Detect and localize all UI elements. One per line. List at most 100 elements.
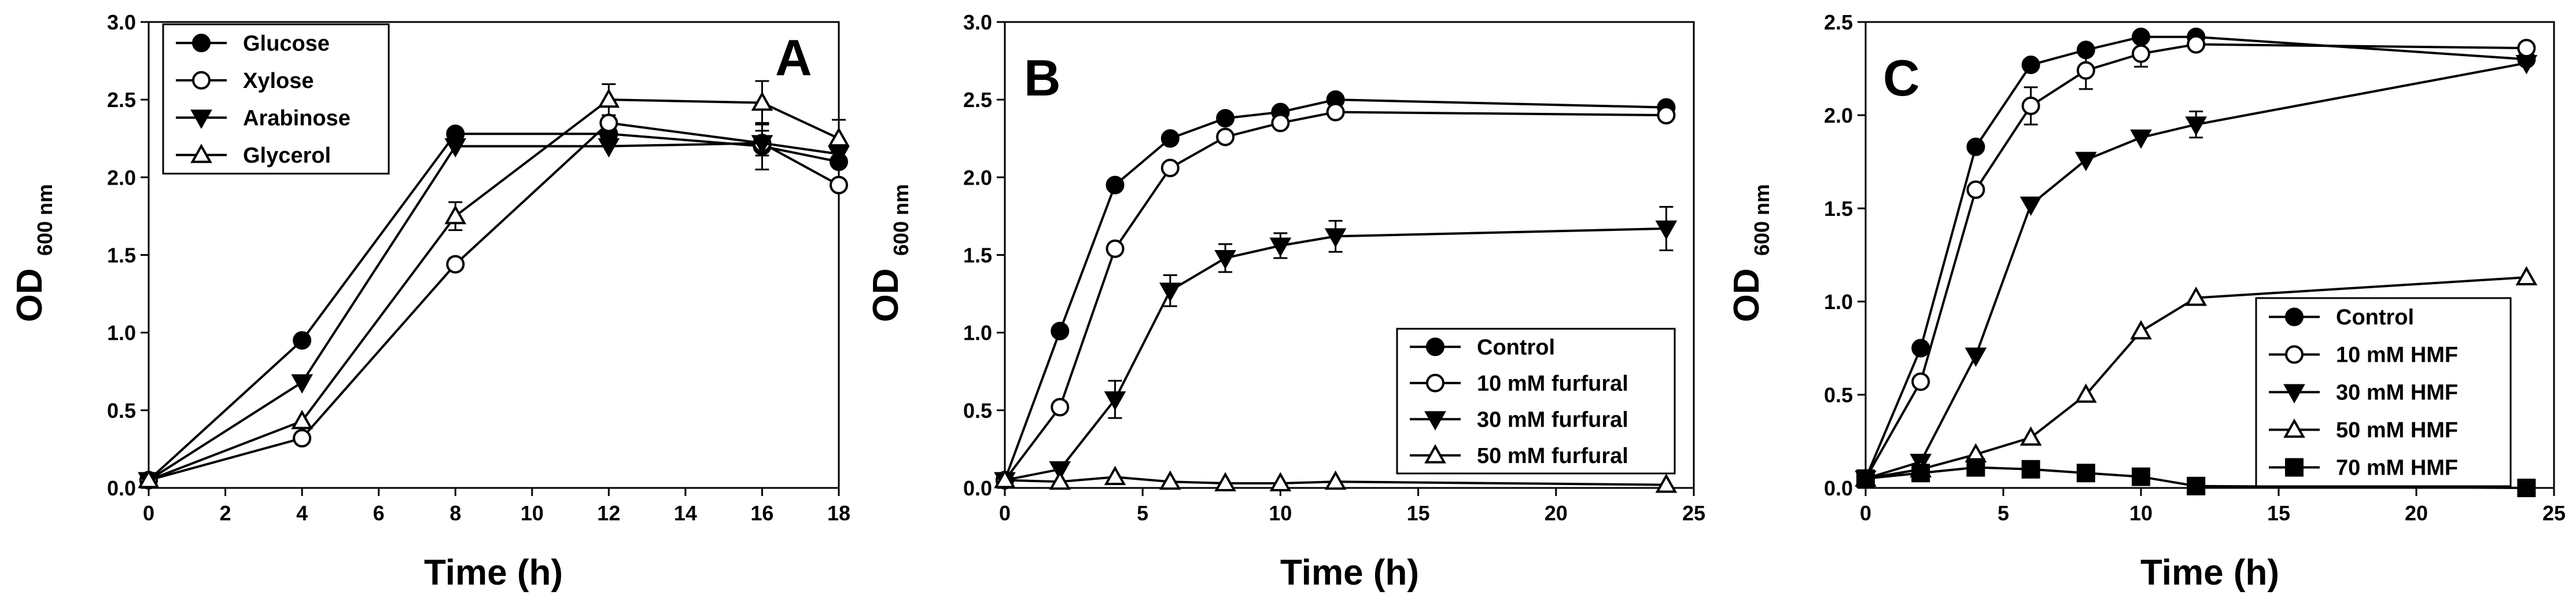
data-point xyxy=(1104,391,1126,411)
legend-marker xyxy=(192,34,211,53)
series-line xyxy=(148,122,839,482)
series-line xyxy=(1864,43,2527,479)
data-point xyxy=(751,91,773,111)
x-tick-label: 5 xyxy=(1998,501,2009,525)
y-axis-title: OD 600 nm xyxy=(866,184,913,322)
legend-marker xyxy=(1426,337,1444,357)
series-line xyxy=(148,98,839,482)
data-point xyxy=(1160,129,1180,148)
x-axis-title: Time (h) xyxy=(2140,553,2279,593)
y-tick-label: 2.5 xyxy=(107,88,136,112)
data-point xyxy=(1911,372,1930,391)
panel-a: 0 2 4 6 8 10 12 14 16 18 0.0 0.5 1.0 1.5 2.0 2.5 3.0 Time… xyxy=(10,10,850,593)
data-point xyxy=(1160,159,1180,178)
x-tick-label: 15 xyxy=(1407,501,1430,525)
series-line xyxy=(1004,98,1667,481)
legend-marker xyxy=(190,109,212,129)
data-point xyxy=(1049,470,1071,490)
data-point xyxy=(2021,96,2040,115)
data-point xyxy=(1105,239,1125,258)
x-tick-label: 18 xyxy=(827,501,850,525)
legend-label: Glycerol xyxy=(243,144,331,168)
x-tick-label: 0 xyxy=(143,501,154,525)
y-tick-label: 0.5 xyxy=(107,399,136,423)
data-point xyxy=(293,429,312,448)
legend-label: 70 mM HMF xyxy=(2336,456,2458,480)
data-point xyxy=(1214,249,1236,270)
data-point xyxy=(2021,56,2040,75)
series-10-mm-hmf xyxy=(1856,35,2536,488)
panel-letter: C xyxy=(1883,49,1920,106)
data-point xyxy=(598,138,620,158)
data-point xyxy=(1104,465,1126,486)
legend-marker xyxy=(2283,418,2305,438)
data-point xyxy=(1965,347,1987,367)
data-point xyxy=(1049,461,1071,481)
x-tick-label: 10 xyxy=(1269,501,1292,525)
legend-label: 50 mM furfural xyxy=(1477,444,1628,468)
series-line xyxy=(1004,111,1667,481)
data-point xyxy=(1657,106,1676,124)
y-tick-label: 0.5 xyxy=(963,399,992,423)
x-tick-label: 20 xyxy=(1545,501,1568,525)
y-axis-title-main: OD xyxy=(866,269,906,322)
y-axis-title: OD 600 nm xyxy=(1727,184,1774,322)
data-point xyxy=(1051,398,1070,417)
data-point xyxy=(2517,39,2536,58)
legend-label: 50 mM HMF xyxy=(2336,418,2458,443)
legend-label: 30 mM HMF xyxy=(2336,381,2458,405)
y-tick-label: 0.0 xyxy=(107,476,136,500)
data-point xyxy=(2185,116,2208,136)
data-point xyxy=(598,88,620,108)
data-point xyxy=(2076,464,2095,483)
series-arabinose xyxy=(138,135,850,492)
y-tick-label: 2.5 xyxy=(963,88,992,112)
panel-letter: B xyxy=(1024,49,1061,106)
legend-label: Glucose xyxy=(243,31,330,56)
legend-marker xyxy=(190,144,212,163)
data-point xyxy=(830,175,848,194)
x-tick-label: 16 xyxy=(750,501,773,525)
y-tick-label: 0.0 xyxy=(1824,476,1853,500)
data-point xyxy=(2187,35,2206,54)
x-tick-label: 2 xyxy=(220,501,231,525)
data-point xyxy=(1271,113,1290,133)
data-point xyxy=(1105,175,1125,194)
data-point xyxy=(444,204,467,225)
y-tick-label: 3.0 xyxy=(107,10,136,34)
y-axis-title: OD 600 nm xyxy=(10,184,57,322)
panel-b: 0 5 10 15 20 25 0.0 0.5 1.0 1.5 2.0 2.5 3.0 Time (h) O… xyxy=(866,10,1705,593)
x-axis-title: Time (h) xyxy=(1280,553,1419,593)
x-tick-label: 15 xyxy=(2267,501,2290,525)
x-tick-label: 25 xyxy=(2542,501,2566,525)
data-point xyxy=(1159,470,1181,490)
data-point xyxy=(1214,472,1236,491)
y-tick-label: 1.5 xyxy=(1824,197,1853,221)
legend-marker xyxy=(2283,384,2305,403)
data-point xyxy=(2021,460,2040,479)
data-point xyxy=(2019,426,2042,446)
y-tick-label: 2.0 xyxy=(1824,104,1853,127)
panel-c: 0 5 10 15 20 25 0.0 0.5 1.0 1.5 2.0 2.5 Time (h) OD 60… xyxy=(1727,10,2566,593)
data-point xyxy=(2074,152,2097,171)
y-tick-label: 2.0 xyxy=(107,166,136,189)
y-axis-title-sub: 600 nm xyxy=(889,184,913,256)
y-tick-label: 1.5 xyxy=(107,244,136,267)
legend-label: 10 mM HMF xyxy=(2336,343,2458,368)
data-point xyxy=(2130,129,2152,149)
legend: Control 10 mM HMF 30 mM HMF 50 mM HMF 70 mM … xyxy=(2255,297,2512,487)
x-tick-label: 10 xyxy=(2129,501,2153,525)
data-point xyxy=(1216,109,1235,128)
data-point xyxy=(1966,137,1985,156)
data-point xyxy=(291,410,313,429)
legend-marker xyxy=(1424,444,1446,464)
data-point xyxy=(1159,282,1181,302)
series-line xyxy=(1004,227,1667,482)
legend: Glucose Xylose Arabinose Glycerol xyxy=(162,23,390,175)
data-point xyxy=(1966,180,1985,199)
data-point xyxy=(1324,470,1347,490)
y-tick-label: 3.0 xyxy=(963,10,992,34)
legend: Control 10 mM furfural 30 mM furfural 50 mM… xyxy=(1396,328,1676,475)
legend-label: Control xyxy=(2336,306,2414,330)
x-tick-label: 10 xyxy=(521,501,544,525)
